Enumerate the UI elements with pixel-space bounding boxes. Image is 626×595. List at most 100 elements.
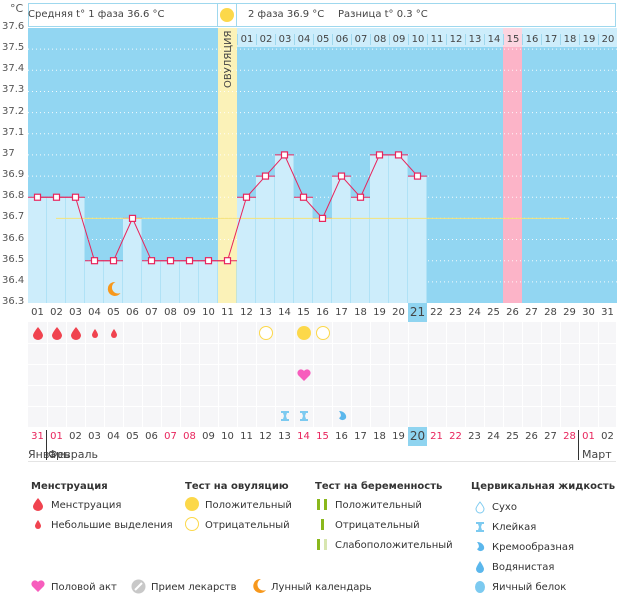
calendar-date[interactable]: 22 bbox=[449, 431, 462, 442]
grid-col-divider bbox=[66, 322, 67, 427]
legend-item: Слабоположительный bbox=[335, 540, 453, 551]
calendar-date[interactable]: 01 bbox=[50, 431, 63, 442]
temperature-bar bbox=[218, 260, 237, 303]
cycle-day-label[interactable]: 09 bbox=[183, 307, 196, 318]
temperature-bar bbox=[313, 218, 332, 303]
calendar-date[interactable]: 07 bbox=[164, 431, 177, 442]
cycle-day-label[interactable]: 02 bbox=[50, 307, 63, 318]
calendar-date[interactable]: 01 bbox=[582, 431, 595, 442]
cycle-day-label[interactable]: 28 bbox=[544, 307, 557, 318]
calendar-date[interactable]: 11 bbox=[240, 431, 253, 442]
cycle-day-label[interactable]: 22 bbox=[430, 307, 443, 318]
grid-col-divider bbox=[351, 322, 352, 427]
calendar-date[interactable]: 02 bbox=[69, 431, 82, 442]
calendar-date[interactable]: 13 bbox=[278, 431, 291, 442]
grid-col-divider bbox=[123, 322, 124, 427]
legend-item: Сухо bbox=[492, 502, 517, 513]
legend-item: Лунный календарь bbox=[271, 582, 372, 593]
symptoms-grid[interactable] bbox=[28, 322, 616, 427]
legend-item: Отрицательный bbox=[205, 520, 290, 531]
calendar-date[interactable]: 17 bbox=[354, 431, 367, 442]
grid-col-divider bbox=[541, 322, 542, 427]
legend-item: Небольшие выделения bbox=[51, 520, 173, 531]
cycle-day-label[interactable]: 24 bbox=[468, 307, 481, 318]
grid-col-divider bbox=[237, 322, 238, 427]
calendar-date[interactable]: 24 bbox=[487, 431, 500, 442]
phase2-day-label: 01 bbox=[237, 34, 256, 45]
calendar-date[interactable]: 15 bbox=[316, 431, 329, 442]
grid-col-divider bbox=[598, 322, 599, 427]
temperature-bar bbox=[66, 197, 85, 303]
calendar-date[interactable]: 02 bbox=[601, 431, 614, 442]
cycle-day-label[interactable]: 21 bbox=[408, 303, 427, 322]
calendar-date[interactable]: 09 bbox=[202, 431, 215, 442]
grid-col-divider bbox=[522, 322, 523, 427]
cycle-day-label[interactable]: 01 bbox=[31, 307, 44, 318]
legend-title-menstruation: Менструация bbox=[31, 481, 108, 492]
calendar-date[interactable]: 16 bbox=[335, 431, 348, 442]
calendar-date[interactable]: 31 bbox=[31, 431, 44, 442]
cycle-day-label[interactable]: 13 bbox=[259, 307, 272, 318]
cycle-day-label[interactable]: 29 bbox=[563, 307, 576, 318]
cycle-day-label[interactable]: 07 bbox=[145, 307, 158, 318]
y-tick-label: 36.5 bbox=[2, 253, 25, 265]
calendar-date[interactable]: 18 bbox=[373, 431, 386, 442]
y-tick-label: 36.6 bbox=[2, 232, 25, 244]
grid-row-divider bbox=[28, 406, 616, 407]
small-drop-icon bbox=[85, 323, 104, 343]
temperature-bar bbox=[28, 197, 47, 303]
calendar-date[interactable]: 08 bbox=[183, 431, 196, 442]
legend-title-ovulation-test: Тест на овуляцию bbox=[185, 481, 289, 492]
cycle-day-label[interactable]: 08 bbox=[164, 307, 177, 318]
calendar-date[interactable]: 26 bbox=[525, 431, 538, 442]
calendar-date[interactable]: 23 bbox=[468, 431, 481, 442]
y-tick-label: 37 bbox=[2, 147, 15, 159]
grid-col-divider bbox=[465, 322, 466, 427]
calendar-date[interactable]: 05 bbox=[126, 431, 139, 442]
cycle-day-label[interactable]: 11 bbox=[221, 307, 234, 318]
calendar-date[interactable]: 14 bbox=[297, 431, 310, 442]
grid-col-divider bbox=[389, 322, 390, 427]
calendar-date[interactable]: 06 bbox=[145, 431, 158, 442]
calendar-date[interactable]: 20 bbox=[408, 427, 427, 446]
temperature-point bbox=[128, 214, 137, 222]
calendar-date[interactable]: 03 bbox=[88, 431, 101, 442]
cycle-day-label[interactable]: 03 bbox=[69, 307, 82, 318]
cycle-day-label[interactable]: 14 bbox=[278, 307, 291, 318]
phase2-day-label: 03 bbox=[275, 34, 294, 45]
temperature-bar bbox=[104, 260, 123, 303]
temperature-bar bbox=[389, 154, 408, 303]
calendar-date[interactable]: 28 bbox=[563, 431, 576, 442]
moon-icon bbox=[107, 281, 121, 296]
temperature-point bbox=[185, 257, 194, 265]
cycle-day-label[interactable]: 16 bbox=[316, 307, 329, 318]
grid-col-divider bbox=[47, 322, 48, 427]
calendar-date[interactable]: 10 bbox=[221, 431, 234, 442]
calendar-date[interactable]: 27 bbox=[544, 431, 557, 442]
cycle-day-label[interactable]: 15 bbox=[297, 307, 310, 318]
cycle-day-label[interactable]: 27 bbox=[525, 307, 538, 318]
calendar-date[interactable]: 12 bbox=[259, 431, 272, 442]
cycle-day-label[interactable]: 12 bbox=[240, 307, 253, 318]
cycle-day-label[interactable]: 05 bbox=[107, 307, 120, 318]
cycle-day-label[interactable]: 31 bbox=[601, 307, 614, 318]
cycle-day-label[interactable]: 19 bbox=[373, 307, 386, 318]
cycle-day-label[interactable]: 04 bbox=[88, 307, 101, 318]
cycle-day-label[interactable]: 10 bbox=[202, 307, 215, 318]
grid-col-divider bbox=[484, 322, 485, 427]
calendar-date[interactable]: 19 bbox=[392, 431, 405, 442]
cycle-day-label[interactable]: 18 bbox=[354, 307, 367, 318]
cycle-day-label[interactable]: 30 bbox=[582, 307, 595, 318]
temperature-bar bbox=[370, 154, 389, 303]
cycle-day-label[interactable]: 23 bbox=[449, 307, 462, 318]
cycle-day-label[interactable]: 06 bbox=[126, 307, 139, 318]
calendar-date[interactable]: 25 bbox=[506, 431, 519, 442]
cycle-day-label[interactable]: 17 bbox=[335, 307, 348, 318]
calendar-date[interactable]: 21 bbox=[430, 431, 443, 442]
cycle-day-label[interactable]: 25 bbox=[487, 307, 500, 318]
blood-drop-icon bbox=[47, 323, 66, 343]
cycle-day-label[interactable]: 26 bbox=[506, 307, 519, 318]
cycle-day-label[interactable]: 20 bbox=[392, 307, 405, 318]
calendar-date[interactable]: 04 bbox=[107, 431, 120, 442]
temperature-point bbox=[375, 151, 384, 159]
